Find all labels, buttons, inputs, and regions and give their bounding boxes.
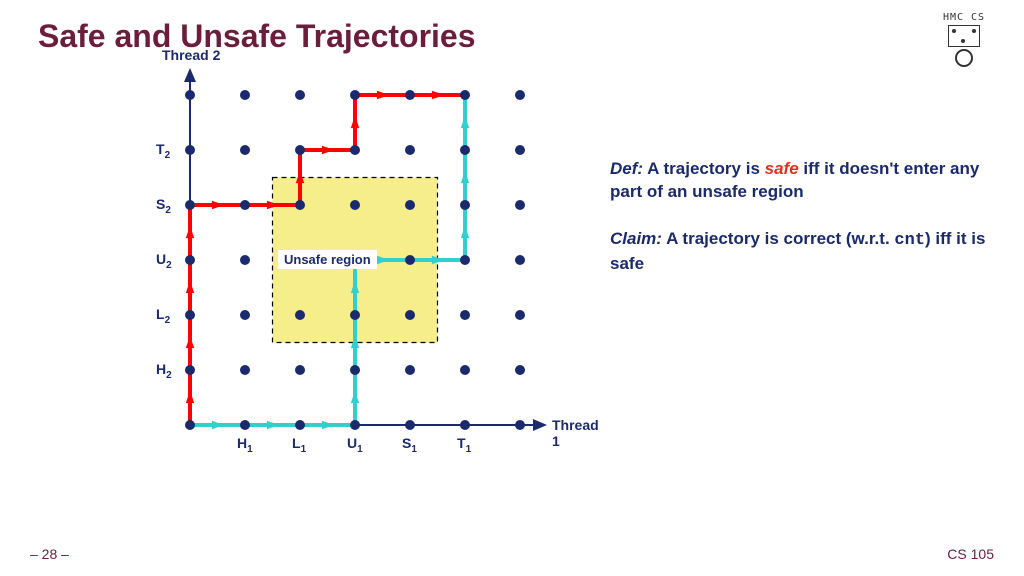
slide-number: – 28 – — [30, 546, 69, 562]
axis-tick-label: H2 — [156, 361, 172, 381]
unsafe-region-label: Unsafe region — [278, 250, 377, 269]
axis-tick-label: U1 — [347, 435, 363, 455]
hmc-cs-logo: HMC CS — [924, 12, 1004, 72]
slide-title: Safe and Unsafe Trajectories — [38, 18, 476, 55]
safe-word: safe — [765, 159, 799, 178]
def-label: Def: — [610, 159, 643, 178]
axis-tick-label: S1 — [402, 435, 417, 455]
progress-graph-diagram: Thread 2 Thread 1 Unsafe region H1L1U1S1… — [80, 60, 590, 490]
axis-tick-label: T1 — [457, 435, 471, 455]
axis-tick-label: T2 — [156, 141, 170, 161]
axis-tick-label: S2 — [156, 196, 171, 216]
claim-label: Claim: — [610, 229, 662, 248]
axis-tick-label: U2 — [156, 251, 172, 271]
x-axis-label: Thread 1 — [552, 417, 599, 449]
axis-tick-label: H1 — [237, 435, 253, 455]
y-axis-label: Thread 2 — [162, 47, 220, 63]
axis-tick-label: L1 — [292, 435, 306, 455]
axis-tick-label: L2 — [156, 306, 170, 326]
course-code: CS 105 — [947, 546, 994, 562]
body-text: Def: A trajectory is safe iff it doesn't… — [610, 158, 990, 300]
